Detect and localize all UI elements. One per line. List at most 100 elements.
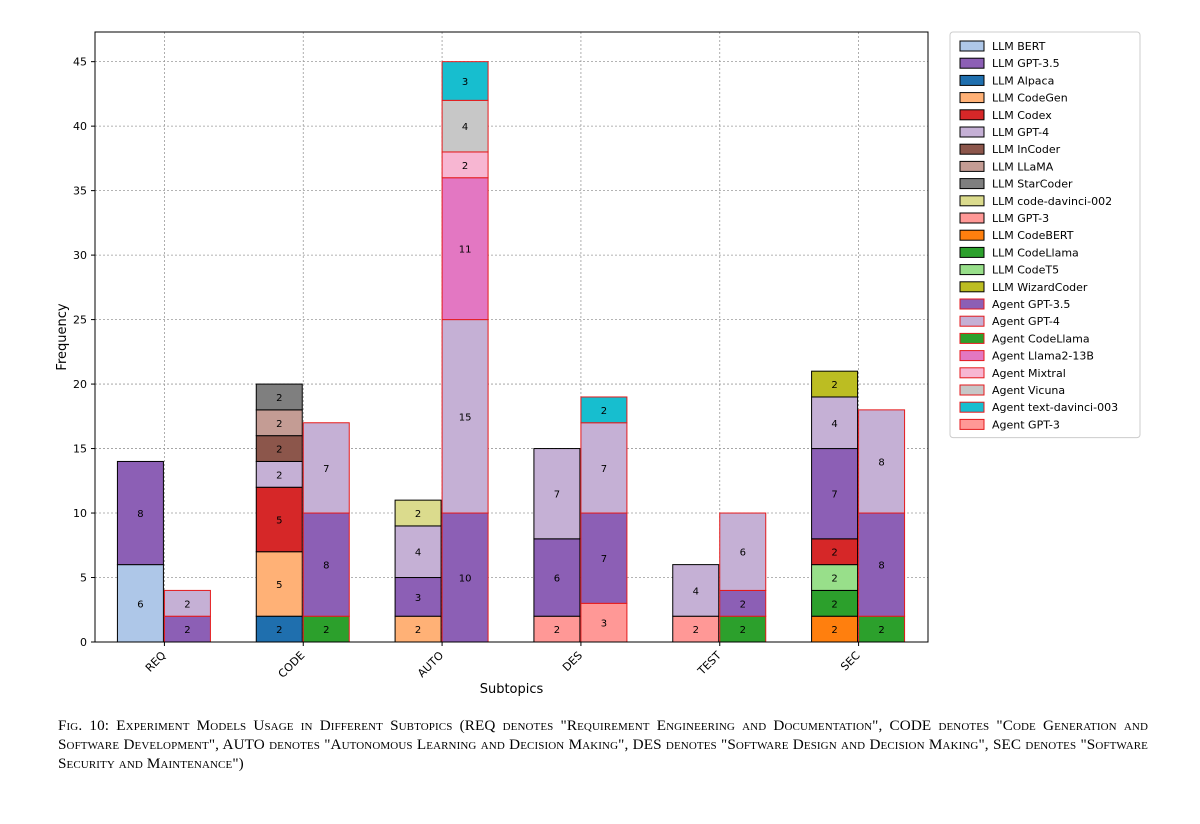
bar-segment [533, 448, 581, 540]
legend-swatch [959, 246, 985, 258]
y-tick-label: 10 [73, 507, 87, 520]
legend-label: LLM CodeGen [992, 92, 1068, 105]
bar-value-label: 2 [184, 625, 190, 636]
bar-segment [302, 615, 350, 643]
bar-value-label: 2 [462, 161, 468, 172]
legend-box [949, 31, 1141, 439]
bar-segment [394, 499, 442, 527]
legend-swatch [959, 281, 985, 293]
legend-swatch [959, 332, 985, 344]
bar-value-label: 11 [459, 245, 472, 256]
bar-segment [163, 589, 211, 617]
y-tick-label: 35 [73, 185, 87, 198]
legend-swatch [959, 92, 985, 104]
legend-label: LLM code-davinci-002 [992, 195, 1112, 208]
bar-value-label: 2 [415, 625, 421, 636]
legend-swatch [959, 57, 985, 69]
legend-swatch [959, 109, 985, 121]
bar-value-label: 7 [554, 490, 560, 501]
x-axis-label: Subtopics [480, 682, 544, 697]
legend-swatch [959, 126, 985, 138]
bar-value-label: 3 [415, 593, 421, 604]
legend-swatch [959, 229, 985, 241]
grid-lines [95, 32, 928, 643]
bar-segment [255, 460, 303, 488]
bar-segment [533, 615, 581, 643]
x-tick-label: AUTO [415, 649, 446, 680]
legend-swatch [959, 384, 985, 396]
bar-value-label: 4 [831, 419, 837, 430]
bar-segment [580, 512, 628, 604]
bar-value-label: 2 [601, 406, 607, 417]
bar-segment [116, 460, 164, 566]
bar-segment [580, 602, 628, 643]
bar-value-label: 4 [462, 122, 468, 133]
bar-segment [441, 61, 489, 101]
bar-value-label: 2 [276, 625, 282, 636]
bar-value-label: 10 [459, 574, 472, 585]
figure-caption: Fig. 10: Experiment Models Usage in Diff… [58, 716, 1148, 773]
legend-label: LLM Alpaca [992, 74, 1054, 87]
legend-label: LLM CodeLlama [992, 246, 1079, 259]
plot-frame [94, 31, 929, 643]
bar-segment [441, 319, 489, 514]
bar-segment [394, 577, 442, 617]
bar-value-label: 2 [740, 625, 746, 636]
legend-swatch [959, 143, 985, 155]
bar-segment [255, 551, 303, 617]
bar-value-label: 2 [831, 548, 837, 559]
legend-label: Agent GPT-3.5 [992, 298, 1070, 311]
legend-label: LLM GPT-3 [992, 212, 1049, 225]
bar-segment [302, 422, 350, 514]
bar-segment [441, 177, 489, 321]
x-tick-label: DES [560, 649, 585, 674]
x-tick-label: REQ [143, 649, 169, 675]
legend-swatch [959, 315, 985, 327]
bar-segment [811, 370, 859, 398]
bar-segment [719, 589, 767, 617]
bar-value-label: 15 [459, 412, 472, 423]
bar-value-label: 7 [831, 490, 837, 501]
bar-segment [255, 435, 303, 462]
bar-value-label: 2 [831, 380, 837, 391]
bar-segment [533, 538, 581, 617]
bar-value-label: 8 [137, 509, 143, 520]
bar-segment [672, 564, 720, 617]
legend-swatch [959, 212, 985, 224]
legend-label: LLM Codex [992, 109, 1052, 122]
bar-segment [858, 512, 906, 617]
bar-value-label: 6 [554, 574, 560, 585]
bar-value-label: 8 [323, 561, 329, 572]
bars: 6 8 2 2 2 5 5 2 2 2 2 2 8 7 2 3 4 2 10 15 11 2 4 3 2 6 7 3 7 7 2 2 4 2 2 6 2… [116, 61, 906, 643]
legend-label: LLM StarCoder [992, 178, 1073, 191]
bar-segment [858, 409, 906, 514]
legend-swatch [959, 160, 985, 172]
bar-value-label: 2 [323, 625, 329, 636]
bar-value-label: 2 [554, 625, 560, 636]
bar-segment [441, 99, 489, 153]
bar-value-label: 2 [276, 445, 282, 456]
legend-label: LLM GPT-4 [992, 126, 1049, 139]
y-tick-label: 45 [73, 56, 87, 69]
bar-value-label: 2 [276, 470, 282, 481]
legend-label: LLM CodeBERT [992, 229, 1074, 242]
bar-value-label: 6 [137, 599, 143, 610]
bar-value-label: 4 [693, 586, 699, 597]
legend-swatch [959, 195, 985, 207]
bar-value-label: 2 [831, 625, 837, 636]
y-tick-label: 20 [73, 378, 87, 391]
bar-segment [255, 486, 303, 553]
y-tick-label: 5 [80, 572, 87, 585]
bar-value-label: 2 [831, 599, 837, 610]
bar-value-label: 2 [184, 599, 190, 610]
bar-segment [811, 589, 859, 617]
stacked-bar-chart: 6822255222228723421015112432673772242262… [55, 31, 1141, 697]
bar-value-label: 8 [878, 457, 884, 468]
x-tick-label: TEST [695, 649, 724, 678]
bar-value-label: 7 [323, 464, 329, 475]
x-tick-label: SEC [838, 649, 863, 674]
bar-value-label: 8 [878, 561, 884, 572]
caption-text: Experiment Models Usage in Different Sub… [58, 717, 1148, 772]
legend-swatch [959, 74, 985, 86]
legend-swatch [959, 401, 985, 413]
